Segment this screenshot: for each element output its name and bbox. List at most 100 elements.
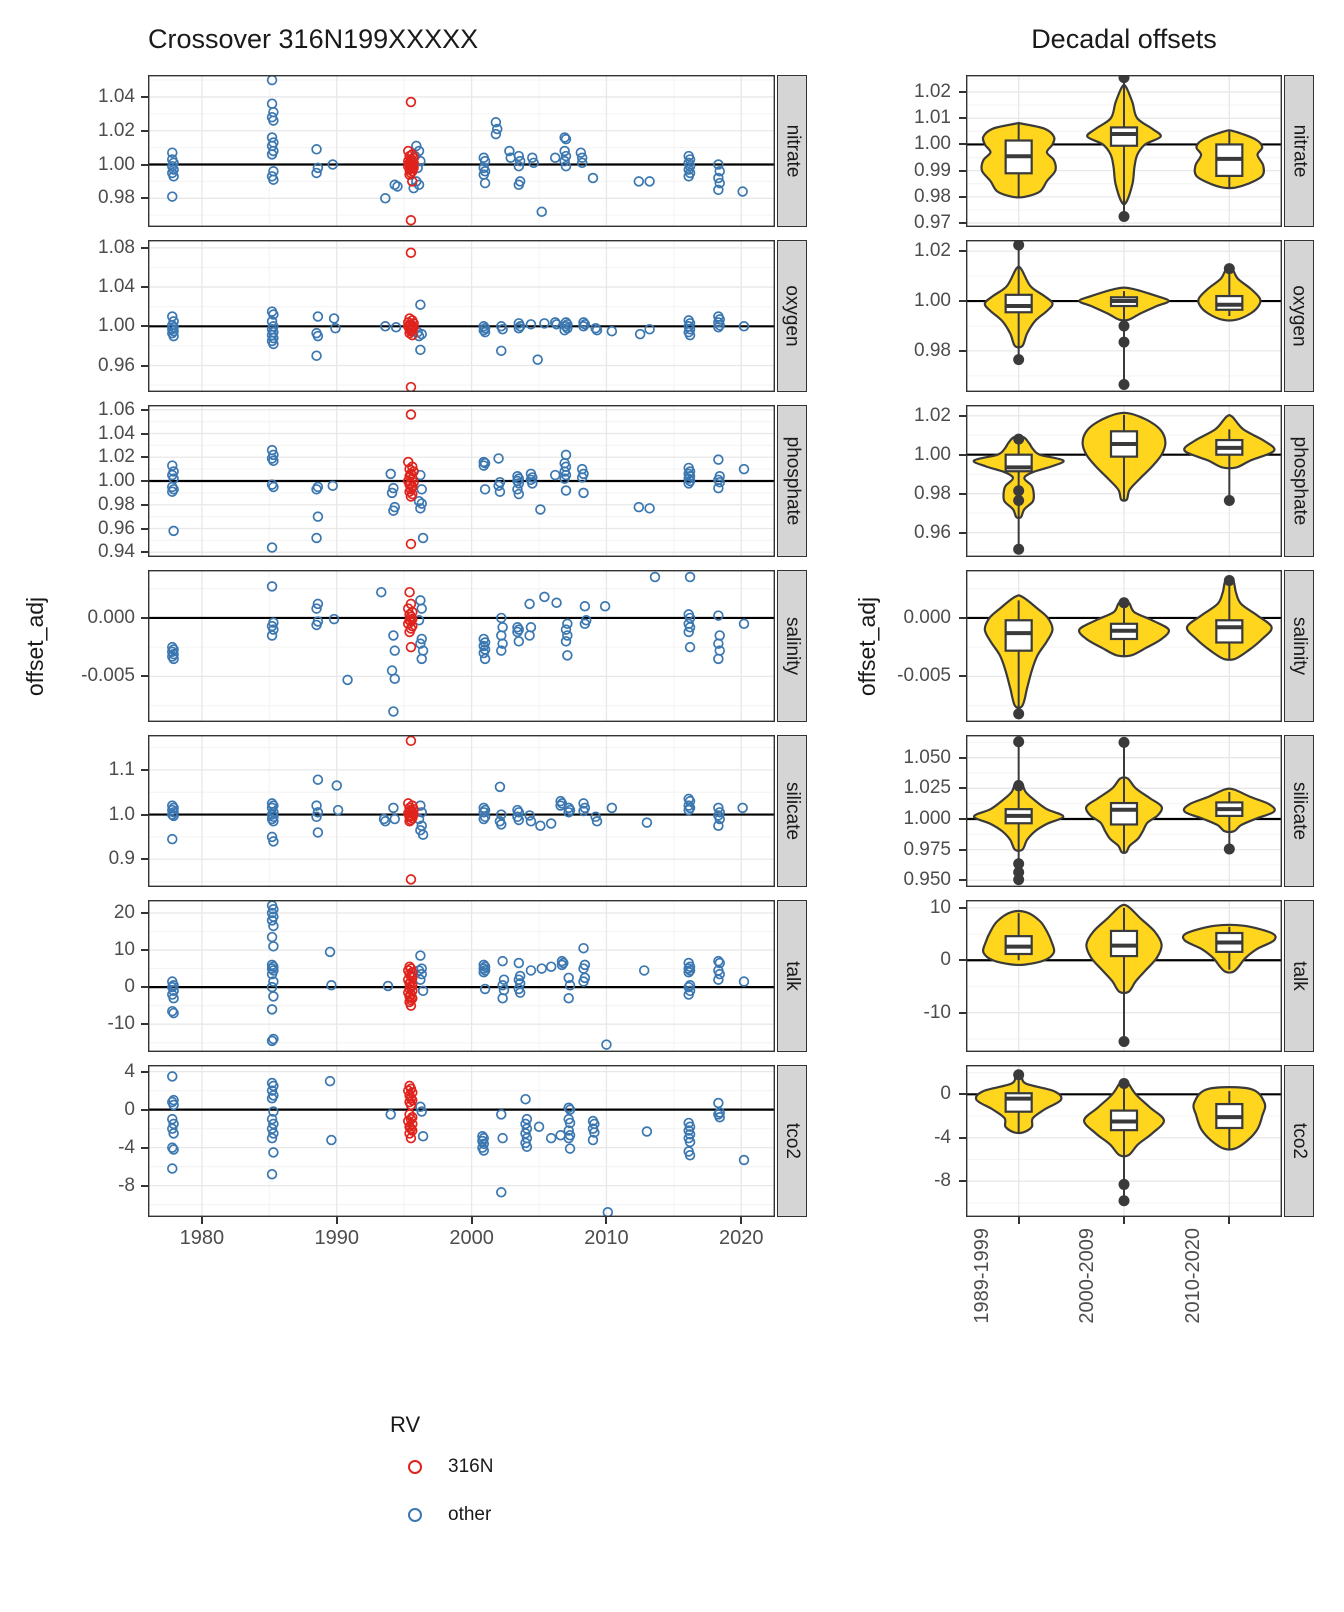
y-tick-label: -4 xyxy=(118,1136,135,1158)
y-tick-mark xyxy=(959,1011,966,1014)
y-tick-mark xyxy=(141,675,148,678)
y-tick-mark xyxy=(959,879,966,882)
facet-strip-label: oxygen xyxy=(1289,285,1310,347)
facet-strip-silicate: silicate xyxy=(777,735,807,887)
facet-strip-label: tco2 xyxy=(782,1123,804,1159)
scatter-panel-nitrate xyxy=(148,75,775,227)
y-tick-label: 20 xyxy=(113,901,135,923)
y-tick-mark xyxy=(141,986,148,989)
y-tick-label: -10 xyxy=(107,1013,135,1035)
x-tick-label: 2010 xyxy=(584,1227,629,1249)
x-tick-mark xyxy=(470,1217,473,1224)
scatter-panel-phosphate xyxy=(148,405,775,557)
x-tick-label: 1980 xyxy=(179,1227,225,1249)
y-tick-label: 1.01 xyxy=(914,107,951,129)
y-tick-label: 0.94 xyxy=(98,541,135,563)
y-tick-label: -8 xyxy=(118,1174,135,1196)
y-tick-label: 0.000 xyxy=(87,606,135,628)
x-category-label: 2010-2020 xyxy=(1182,1228,1241,1348)
x-category-label: 1989-1999 xyxy=(971,1228,1031,1348)
y-tick-mark xyxy=(141,163,148,166)
x-tick-label: 2000 xyxy=(449,1227,494,1249)
y-tick-label: 1.02 xyxy=(98,119,135,141)
y-tick-mark xyxy=(959,250,966,253)
y-tick-mark xyxy=(141,325,148,328)
scatter-panel-talk xyxy=(148,900,775,1052)
y-tick-mark xyxy=(141,616,148,619)
y-tick-mark xyxy=(141,1146,148,1149)
y-tick-label: 0 xyxy=(940,1083,951,1105)
facet-strip-label: salinity xyxy=(1289,616,1311,676)
y-tick-mark xyxy=(959,531,966,534)
y-tick-mark xyxy=(959,675,966,678)
y-tick-label: -4 xyxy=(934,1126,951,1148)
facet-strip-oxygen: oxygen xyxy=(1284,240,1314,392)
y-tick-label: 0 xyxy=(940,949,951,971)
facet-strip-label: oxygen xyxy=(782,285,803,347)
violin-panel-oxygen xyxy=(966,240,1282,392)
x-tick-label: 1990 xyxy=(314,1227,360,1249)
violin-panel-nitrate xyxy=(966,75,1282,227)
y-tick-mark xyxy=(959,195,966,198)
y-tick-label: 1.00 xyxy=(98,315,135,337)
y-tick-mark xyxy=(141,813,148,816)
y-tick-label: 0.950 xyxy=(903,869,951,891)
y-tick-mark xyxy=(959,492,966,495)
facet-strip-label: salinity xyxy=(782,616,804,676)
violin-panel-talk xyxy=(966,900,1282,1052)
y-tick-label: 0.98 xyxy=(914,482,951,504)
y-tick-label: 1.00 xyxy=(914,290,951,312)
y-tick-label: 1.08 xyxy=(98,236,135,258)
facet-strip-nitrate: nitrate xyxy=(1284,75,1314,227)
y-tick-label: 0.98 xyxy=(914,339,951,361)
y-tick-label: 0.98 xyxy=(98,187,135,209)
facet-strip-tco2: tco2 xyxy=(777,1065,807,1217)
y-tick-mark xyxy=(141,1023,148,1026)
y-tick-mark xyxy=(141,408,148,411)
y-tick-mark xyxy=(141,1184,148,1187)
y-tick-mark xyxy=(141,456,148,459)
legend-title: RV xyxy=(390,1412,421,1437)
y-tick-mark xyxy=(141,432,148,435)
y-tick-label: 1.1 xyxy=(108,758,135,780)
x-category-label-text: 2000-2009 xyxy=(1076,1228,1099,1324)
y-tick-label: 0.975 xyxy=(903,838,951,860)
y-tick-label: 1.02 xyxy=(914,81,951,103)
y-tick-mark xyxy=(141,503,148,506)
x-category-label: 2000-2009 xyxy=(1076,1228,1136,1348)
y-tick-label: 1.000 xyxy=(903,807,951,829)
facet-strip-silicate: silicate xyxy=(1284,735,1314,887)
x-tick-mark xyxy=(1017,1217,1020,1224)
x-tick-mark xyxy=(335,1217,338,1224)
y-tick-label: 1.06 xyxy=(98,398,135,420)
y-tick-label: -8 xyxy=(934,1170,951,1192)
y-tick-label: 0.98 xyxy=(914,185,951,207)
y-tick-label: 0 xyxy=(124,976,135,998)
y-tick-label: 0 xyxy=(124,1098,135,1120)
open-circle-icon xyxy=(408,1508,422,1522)
y-tick-mark xyxy=(959,756,966,759)
y-tick-mark xyxy=(141,197,148,200)
facet-strip-label: silicate xyxy=(1289,781,1311,841)
facet-strip-salinity: salinity xyxy=(1284,570,1314,722)
y-tick-label: 1.025 xyxy=(903,777,951,799)
y-tick-mark xyxy=(141,95,148,98)
facet-strip-tco2: tco2 xyxy=(1284,1065,1314,1217)
x-tick-mark xyxy=(1228,1217,1231,1224)
y-tick-mark xyxy=(959,143,966,146)
y-tick-label: 1.00 xyxy=(98,470,135,491)
legend: RV 316N other xyxy=(390,1412,493,1552)
y-tick-mark xyxy=(959,787,966,790)
y-tick-mark xyxy=(141,768,148,771)
y-tick-mark xyxy=(141,1108,148,1111)
facet-strip-label: phosphate xyxy=(782,436,803,526)
facet-strip-label: talk xyxy=(782,961,804,991)
x-category-label-text: 1989-1999 xyxy=(970,1228,993,1324)
facet-strip-nitrate: nitrate xyxy=(777,75,807,227)
y-tick-label: 10 xyxy=(929,896,951,918)
facet-strip-talk: talk xyxy=(1284,900,1314,1052)
y-tick-mark xyxy=(959,453,966,456)
facet-strip-label: nitrate xyxy=(782,124,803,178)
y-tick-label: 0.97 xyxy=(914,212,951,234)
y-tick-label: 0.96 xyxy=(98,354,135,376)
